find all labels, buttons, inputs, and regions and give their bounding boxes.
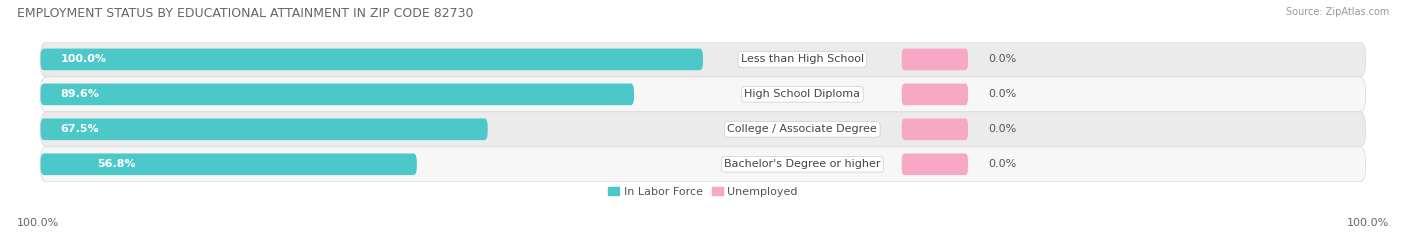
FancyBboxPatch shape [41, 112, 1365, 147]
FancyBboxPatch shape [41, 42, 1365, 77]
FancyBboxPatch shape [901, 49, 967, 70]
FancyBboxPatch shape [41, 77, 1365, 112]
Text: Less than High School: Less than High School [741, 55, 863, 64]
Text: High School Diploma: High School Diploma [744, 89, 860, 99]
FancyBboxPatch shape [41, 84, 634, 105]
Text: 0.0%: 0.0% [988, 124, 1017, 134]
Text: College / Associate Degree: College / Associate Degree [727, 124, 877, 134]
Text: 56.8%: 56.8% [97, 159, 135, 169]
Text: 0.0%: 0.0% [988, 89, 1017, 99]
FancyBboxPatch shape [901, 84, 967, 105]
Text: 89.6%: 89.6% [60, 89, 100, 99]
Text: 100.0%: 100.0% [60, 55, 107, 64]
FancyBboxPatch shape [901, 118, 967, 140]
Text: EMPLOYMENT STATUS BY EDUCATIONAL ATTAINMENT IN ZIP CODE 82730: EMPLOYMENT STATUS BY EDUCATIONAL ATTAINM… [17, 7, 474, 20]
FancyBboxPatch shape [41, 154, 416, 175]
Text: 67.5%: 67.5% [60, 124, 98, 134]
FancyBboxPatch shape [41, 49, 703, 70]
Legend: In Labor Force, Unemployed: In Labor Force, Unemployed [603, 182, 803, 201]
Text: Source: ZipAtlas.com: Source: ZipAtlas.com [1285, 7, 1389, 17]
FancyBboxPatch shape [41, 118, 488, 140]
Text: 100.0%: 100.0% [1347, 218, 1389, 228]
Text: 0.0%: 0.0% [988, 55, 1017, 64]
Text: 100.0%: 100.0% [17, 218, 59, 228]
Text: 0.0%: 0.0% [988, 159, 1017, 169]
FancyBboxPatch shape [41, 147, 1365, 182]
Text: Bachelor's Degree or higher: Bachelor's Degree or higher [724, 159, 880, 169]
FancyBboxPatch shape [901, 154, 967, 175]
